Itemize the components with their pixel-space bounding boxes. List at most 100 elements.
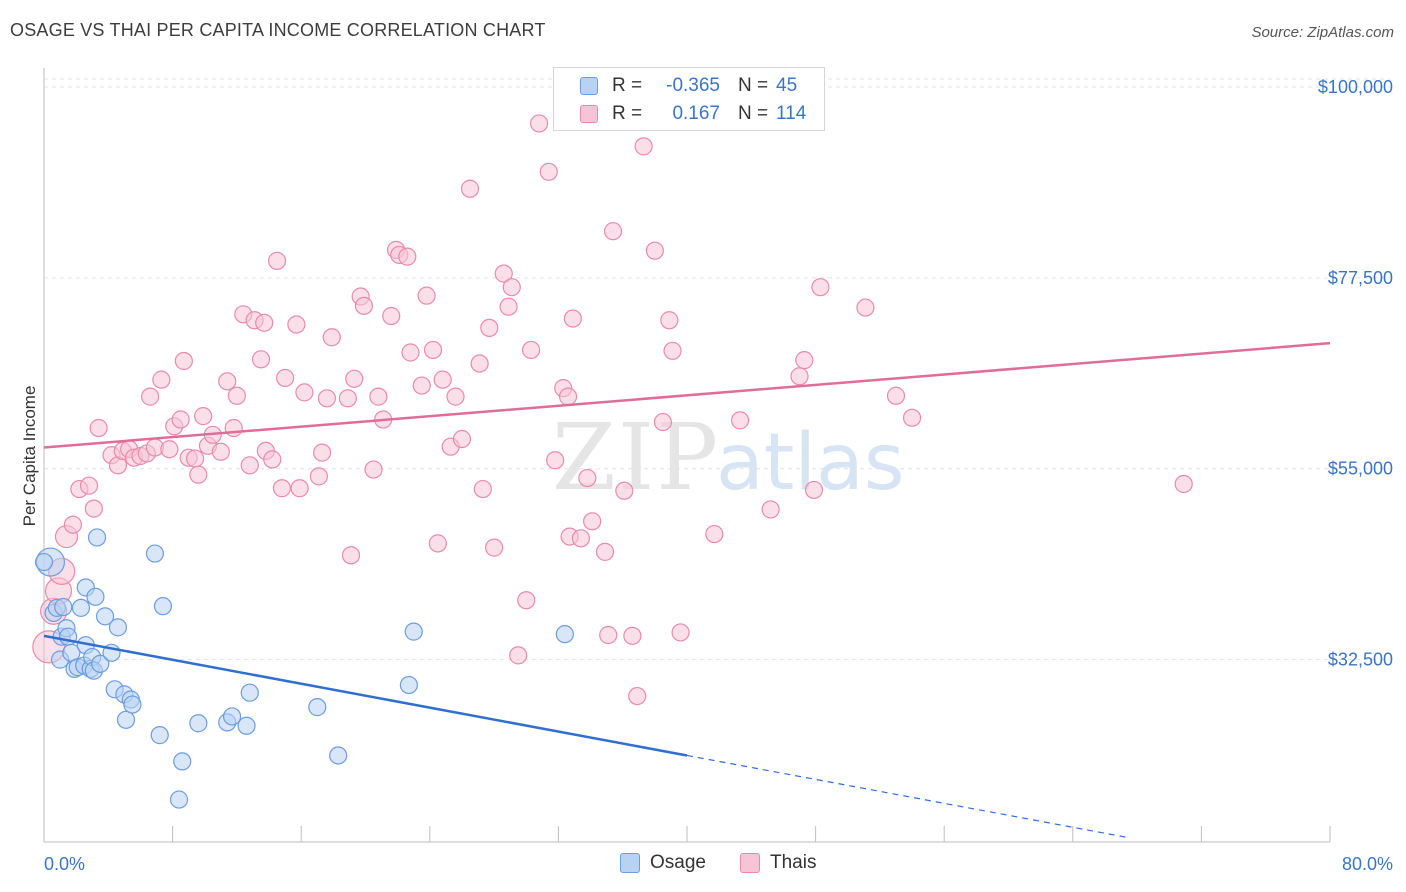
legend-n-value: 45 (776, 75, 798, 96)
data-point-thais (645, 241, 664, 260)
legend-r-value: 0.167 (672, 103, 720, 124)
data-point-thais (354, 296, 373, 315)
series-legend: Osage Thais (0, 852, 1406, 878)
data-point-thais (856, 298, 875, 317)
legend-label-thais: Thais (770, 852, 817, 873)
data-point-thais (902, 408, 922, 427)
data-point-thais (583, 512, 602, 531)
x-tick-left: 0.0% (44, 854, 85, 874)
data-point-thais (412, 376, 431, 395)
data-point-thais (628, 686, 647, 706)
data-point-thais (417, 286, 436, 305)
data-point-osage (145, 544, 165, 563)
data-point-thais (338, 389, 357, 408)
legend-r-label: R = (612, 75, 643, 96)
trend-lines (43, 341, 1331, 839)
data-point-thais (382, 306, 401, 326)
data-point-thais (174, 351, 193, 371)
data-point-osage (150, 726, 169, 745)
data-point-thais (539, 162, 558, 181)
data-point-thais (341, 546, 361, 565)
data-point-osage (87, 528, 107, 547)
data-point-thais (189, 465, 208, 484)
data-point-thais (502, 278, 521, 297)
data-point-thais (761, 500, 780, 519)
data-point-thais (423, 340, 443, 360)
data-point-osage (153, 597, 173, 616)
legend-r-label: R = (612, 103, 643, 124)
y-axis-label: Per Capita Income (20, 386, 39, 527)
series-osage (34, 528, 574, 809)
legend-item-thais[interactable]: Thais (740, 852, 816, 874)
data-point-osage (240, 683, 259, 702)
data-point-thais (140, 387, 160, 406)
data-point-thais (571, 529, 591, 548)
legend-swatch-osage (580, 77, 598, 95)
data-point-thais (470, 354, 489, 373)
legend-n-label: N = (738, 75, 769, 96)
y-tick-label: $32,500 (1328, 650, 1393, 670)
data-point-thais (521, 340, 541, 360)
data-point-osage (237, 716, 256, 735)
data-point-thais (364, 460, 383, 479)
data-point-thais (224, 418, 243, 438)
data-point-thais (152, 370, 171, 389)
data-point-osage (95, 607, 115, 626)
data-point-thais (276, 368, 295, 388)
legend-label-osage: Osage (650, 852, 706, 873)
series-thais (32, 114, 1193, 706)
data-point-thais (89, 418, 108, 438)
data-point-thais (671, 623, 690, 642)
data-point-thais (171, 410, 190, 429)
data-point-thais (433, 370, 452, 389)
data-point-thais (63, 515, 83, 534)
data-point-thais (804, 480, 824, 500)
legend-item-osage[interactable]: Osage (620, 852, 706, 874)
data-point-thais (494, 264, 513, 283)
data-point-thais (595, 542, 615, 561)
chart-title: OSAGE VS THAI PER CAPITA INCOME CORRELAT… (10, 20, 546, 40)
data-point-thais (485, 538, 504, 557)
data-point-thais (309, 467, 328, 486)
data-point-thais (795, 351, 814, 370)
data-point-thais (369, 387, 388, 406)
legend-swatch-osage (620, 853, 640, 873)
data-point-thais (322, 328, 341, 347)
y-tick-label: $100,000 (1318, 77, 1393, 97)
data-point-thais (267, 251, 287, 270)
data-point-osage (173, 752, 192, 771)
correlation-legend: R = -0.365 N = 45 R = 0.167 N = 114 (553, 67, 825, 131)
source-label: Source: ZipAtlas.com (1251, 24, 1394, 41)
grid-lines (44, 78, 1390, 661)
data-point-osage (169, 790, 189, 809)
data-point-thais (211, 442, 230, 461)
data-point-thais (186, 449, 205, 468)
data-point-osage (399, 675, 419, 695)
legend-row-osage: R = -0.365 N = 45 (554, 71, 797, 101)
data-point-osage (404, 622, 423, 641)
data-point-thais (287, 315, 306, 334)
data-point-thais (530, 114, 549, 133)
data-point-thais (634, 137, 653, 156)
data-point-thais (790, 367, 809, 386)
x-tick-right: 80.0% (1342, 854, 1393, 874)
data-point-thais (255, 313, 274, 332)
data-point-thais (345, 369, 364, 388)
data-point-thais (615, 481, 634, 500)
data-point-thais (452, 429, 472, 449)
data-point-thais (312, 443, 332, 462)
legend-swatch-thais (740, 853, 760, 873)
data-point-thais (886, 386, 906, 405)
y-tick-label: $55,000 (1328, 459, 1393, 479)
data-point-thais (428, 534, 447, 553)
data-point-osage (555, 625, 574, 644)
data-point-thais (1174, 474, 1193, 494)
legend-n-label: N = (738, 103, 769, 124)
data-point-thais (603, 222, 623, 241)
data-point-thais (240, 456, 259, 475)
y-tick-label: $77,500 (1328, 268, 1393, 288)
axes (43, 68, 1331, 843)
legend-r-value: -0.365 (666, 75, 720, 96)
data-point-thais (509, 646, 528, 665)
